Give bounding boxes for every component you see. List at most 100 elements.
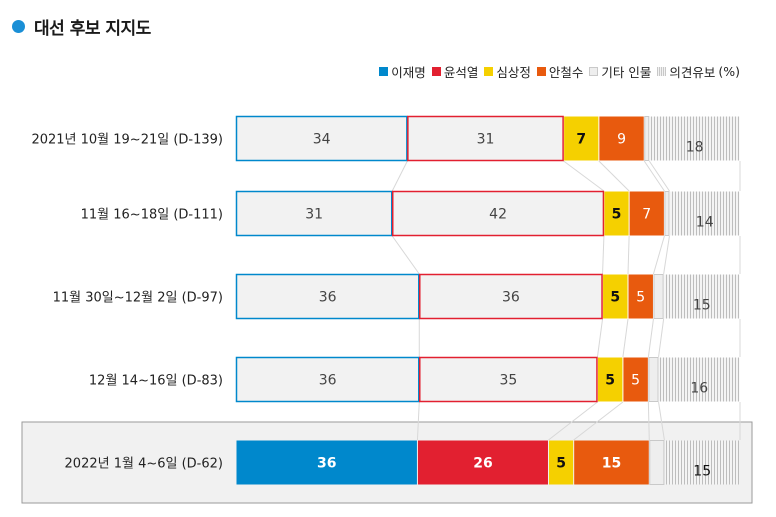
- bar-segment-other: [664, 191, 670, 236]
- data-label-undecided: 18: [686, 140, 704, 156]
- category-label: 11월 30일~12월 2일 (D-97): [53, 291, 223, 306]
- connector-line: [391, 235, 420, 275]
- data-label-undecided: 15: [693, 298, 711, 314]
- chart-title: 대선 후보 지지도: [34, 19, 151, 39]
- legend-swatch-undecided: [657, 67, 667, 76]
- bar-segment-sim: [564, 116, 599, 161]
- data-label-lee: 31: [305, 207, 323, 223]
- data-label-yoon: 36: [502, 290, 520, 306]
- category-label: 12월 14~16일 (D-83): [89, 374, 223, 389]
- bar-segment-lee: [235, 115, 408, 162]
- bar-segment-sim: [548, 440, 574, 485]
- bar-segment-lee: [235, 190, 393, 237]
- legend-swatch-other: [589, 67, 599, 76]
- chart-title-row: 대선 후보 지지도: [12, 14, 151, 39]
- bar-segment-ahn: [599, 116, 644, 161]
- data-label-lee: 34: [313, 132, 331, 148]
- bar-segment-other: [648, 357, 659, 402]
- data-label-undecided: 15: [693, 464, 711, 480]
- bar-segment-ahn: [628, 274, 653, 319]
- data-label-sim: 5: [556, 456, 566, 472]
- legend-item-yoon: 윤석열: [431, 62, 479, 81]
- bar-segment-yoon: [419, 356, 598, 403]
- connector-line: [548, 401, 598, 441]
- title-bullet-icon: [12, 20, 25, 33]
- legend-item-other: 기타 인물: [589, 62, 651, 81]
- connector-line: [647, 318, 654, 358]
- data-label-lee: 36: [319, 373, 337, 389]
- legend-label-yoon: 윤석열: [443, 65, 479, 80]
- legend-label-lee: 이재명: [391, 65, 426, 80]
- legend-item-sim: 심상정: [484, 62, 531, 81]
- connector-line: [627, 235, 630, 275]
- data-label-yoon: 42: [489, 207, 507, 223]
- data-label-sim: 5: [612, 207, 622, 223]
- data-label-undecided: 16: [690, 381, 708, 397]
- legend-item-undecided: 의견유보 (%): [657, 62, 740, 81]
- bar-segment-undecided: [659, 357, 740, 402]
- bar-segment-yoon: [419, 273, 603, 320]
- bar-segment-lee: [235, 356, 420, 403]
- data-label-lee: 36: [317, 456, 336, 472]
- data-label-yoon: 35: [499, 373, 517, 389]
- bar-segment-lee: [235, 273, 420, 320]
- data-label-ahn: 9: [617, 132, 626, 148]
- legend-label-ahn: 안철수: [548, 65, 584, 80]
- legend-unit: (%): [718, 64, 740, 79]
- bar-segment-undecided: [664, 440, 740, 485]
- connector-line: [622, 318, 629, 358]
- connector-line: [663, 235, 670, 275]
- connector-line: [602, 235, 605, 275]
- bar-segment-ahn: [574, 440, 649, 485]
- connector-line: [596, 318, 604, 358]
- legend-label-other: 기타 인물: [601, 65, 652, 80]
- data-label-ahn: 15: [602, 456, 621, 472]
- bar-segment-sim: [597, 357, 623, 402]
- connector-line: [658, 401, 665, 441]
- legend-swatch-lee: [379, 67, 389, 76]
- connector-line: [648, 160, 670, 192]
- bar-segment-other: [644, 116, 650, 161]
- data-label-yoon: 26: [473, 456, 492, 472]
- bar-segment-yoon: [417, 440, 548, 485]
- bar-segment-undecided: [669, 191, 740, 236]
- bar-segment-undecided: [664, 274, 740, 319]
- bar-segment-yoon: [407, 115, 564, 162]
- bar-segment-undecided: [649, 116, 740, 161]
- category-label: 2021년 10월 19~21일 (D-139): [31, 133, 223, 148]
- data-label-undecided: 14: [696, 215, 714, 231]
- bar-segment-yoon: [391, 190, 605, 237]
- data-label-sim: 5: [610, 290, 620, 306]
- category-label: 2022년 1월 4~6일 (D-62): [65, 457, 223, 472]
- data-label-sim: 7: [576, 132, 586, 148]
- bar-segment-ahn: [629, 191, 664, 236]
- bar-segment-sim: [604, 191, 629, 236]
- connector-line: [391, 160, 408, 192]
- bar-segment-other: [649, 440, 665, 485]
- legend-label-undecided: 의견유보: [669, 65, 716, 80]
- legend-item-lee: 이재명: [379, 62, 426, 81]
- data-label-ahn: 5: [631, 373, 640, 389]
- connector-line: [563, 160, 605, 192]
- bar-segment-other: [653, 274, 664, 319]
- data-label-ahn: 5: [636, 290, 645, 306]
- legend-item-ahn: 안철수: [536, 62, 584, 81]
- connector-line: [647, 401, 650, 441]
- data-label-sim: 5: [605, 373, 615, 389]
- legend-swatch-ahn: [536, 67, 546, 76]
- connector-line: [416, 401, 420, 441]
- bar-segment-sim: [603, 274, 628, 319]
- legend: 이재명 윤석열 심상정 안철수 기타 인물 의견유보 (%): [373, 62, 740, 81]
- bar-segment-ahn: [623, 357, 648, 402]
- legend-label-sim: 심상정: [496, 65, 531, 80]
- data-label-lee: 36: [319, 290, 337, 306]
- data-label-ahn: 7: [642, 207, 651, 223]
- data-label-yoon: 31: [477, 132, 495, 148]
- category-label: 11월 16~18일 (D-111): [81, 208, 223, 223]
- connector-line: [652, 235, 665, 275]
- bar-segment-lee: [236, 440, 417, 485]
- legend-swatch-sim: [484, 67, 494, 76]
- connector-line: [573, 401, 624, 441]
- connector-line: [598, 160, 630, 192]
